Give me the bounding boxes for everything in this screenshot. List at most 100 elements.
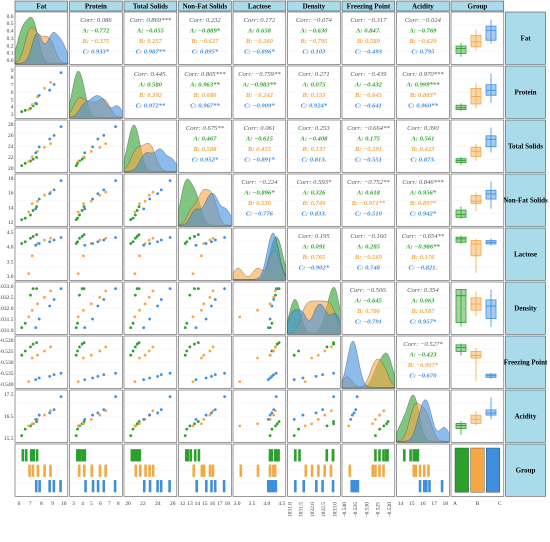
scatter-point-C — [142, 243, 146, 247]
scatter-point-B — [49, 236, 52, 240]
x-tick-label-total-solids: 26 — [170, 501, 176, 507]
scatter-point-B — [30, 422, 34, 426]
histogram-bar-A — [273, 449, 277, 462]
scatter-point-C — [168, 287, 172, 291]
scatter-point-C — [159, 188, 163, 192]
histogram-bar-A — [193, 449, 197, 462]
scatter-point-A — [20, 353, 24, 357]
scatter-point-A — [82, 341, 86, 345]
scatter-point-A — [74, 164, 78, 168]
scatter-point-B — [43, 413, 46, 417]
scatter-point-C — [37, 197, 41, 201]
scatter-point-B — [329, 345, 333, 349]
x-tick-label-acidity: 15 — [409, 501, 415, 507]
row-header-total-solids — [505, 119, 546, 173]
corr-label: C: 0.924* — [301, 103, 328, 110]
corr-label: B: −0.795 — [299, 38, 328, 45]
corr-label: Corr: −0.160 — [350, 233, 387, 240]
boxplot-box-A — [455, 289, 467, 324]
histogram-bar-B — [151, 464, 155, 477]
scatter-point-B — [30, 254, 34, 258]
x-tick-label-non-fat-solids: 18 — [225, 501, 231, 507]
row-header-acidity — [505, 389, 546, 443]
scatter-point-A — [135, 235, 139, 238]
scatter-point-A — [270, 427, 274, 431]
scatter-point-C — [210, 411, 213, 415]
corr-label: B: 0.455 — [247, 146, 272, 153]
scatter-point-B — [82, 308, 85, 312]
scatter-point-A — [135, 209, 139, 212]
corr-label: Corr: −0.439 — [350, 71, 387, 78]
scatter-point-C — [314, 411, 318, 415]
scatter-point-B — [76, 315, 80, 319]
histogram-bar-C — [91, 480, 95, 493]
scatter-point-C — [91, 317, 95, 321]
scatter-point-A — [385, 422, 389, 426]
corr-label: C: 0.873. — [411, 157, 436, 164]
corr-label: A: 0.063 — [410, 298, 435, 305]
histogram-bar-A — [134, 449, 138, 462]
corr-label: Corr: 0.675** — [186, 125, 225, 132]
scatter-point-C — [350, 413, 354, 417]
scatter-point-A — [74, 326, 78, 330]
corr-label: Corr: 0.970*** — [402, 71, 444, 78]
histogram-bar-C — [422, 480, 426, 493]
histogram-bar-A — [270, 449, 274, 462]
scatter-point-C — [270, 304, 274, 308]
scatter-point-B — [274, 289, 277, 293]
corr-label: C: 0.795 — [411, 49, 435, 56]
y-tick-label-fat: 0.6 — [7, 14, 14, 20]
corr-label: C: 0.103 — [302, 49, 326, 56]
scatter-point-B — [147, 193, 151, 197]
corr-label: C: 0.895* — [192, 49, 219, 56]
histogram-bar-A — [275, 449, 279, 462]
scatter-point-B — [36, 199, 39, 203]
corr-label: B: 0.786 — [356, 308, 381, 315]
histogram-bar-B — [427, 464, 430, 477]
scatter-point-C — [266, 326, 270, 330]
scatter-point-B — [89, 418, 93, 421]
corr-label: A: −0.630 — [299, 28, 328, 35]
corr-label: Corr: −0.654** — [402, 233, 445, 240]
scatter-point-B — [27, 160, 31, 163]
scatter-point-A — [20, 242, 24, 245]
scatter-point-C — [332, 371, 335, 375]
histogram-bar-B — [202, 464, 206, 477]
scatter-point-B — [151, 190, 155, 194]
y-tick-label-density: 1031.0 — [0, 328, 14, 334]
scatter-point-C — [148, 376, 152, 380]
y-tick-label-lactose: 4.5 — [7, 230, 14, 236]
histogram-bar-B — [371, 464, 375, 477]
scatter-point-A — [137, 420, 141, 423]
corr-label: C: 0.813. — [302, 157, 327, 164]
histogram-bar-A — [414, 449, 418, 462]
group-bar-B — [470, 447, 485, 493]
corr-label: B: 0.153 — [301, 92, 326, 99]
scatter-point-C — [148, 317, 152, 321]
scatter-point-B — [98, 413, 102, 417]
row-header-label-fat: Fat — [520, 35, 531, 43]
histogram-bar-C — [142, 480, 146, 493]
corr-label: A: −0.889* — [189, 28, 221, 35]
scatter-point-A — [196, 420, 200, 423]
y-tick-label-total-solids: 28 — [8, 122, 14, 128]
column-header-label-freezing-point: Freezing Point — [347, 3, 391, 11]
scatter-point-B — [27, 272, 31, 276]
scatter-point-A — [35, 155, 38, 159]
corr-label: A: −0.772 — [81, 28, 110, 35]
scatter-point-C — [210, 374, 213, 378]
histogram-bar-A — [268, 449, 272, 462]
x-tick-label-lactose: 3.5 — [248, 501, 255, 507]
y-tick-label-freezing-point: −0.525 — [0, 349, 14, 355]
scatter-point-A — [80, 342, 84, 346]
histogram-bar-A — [35, 449, 39, 462]
scatter-point-C — [156, 374, 159, 378]
histogram-bar-A — [130, 449, 134, 462]
x-tick-label-acidity: 16 — [420, 501, 426, 507]
scatter-point-B — [151, 289, 155, 293]
histogram-bar-B — [90, 464, 94, 477]
y-tick-label-total-solids: 24 — [8, 144, 14, 150]
scatter-point-C — [34, 378, 38, 382]
scatter-point-B — [30, 103, 34, 106]
scatter-point-B — [329, 409, 333, 413]
